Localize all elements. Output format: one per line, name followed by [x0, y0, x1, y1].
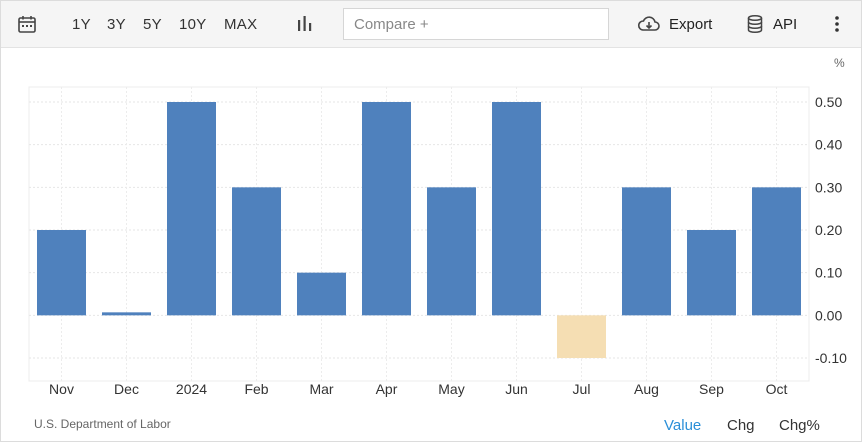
bar-nov[interactable] [37, 230, 86, 316]
y-tick-label: 0.30 [815, 179, 842, 195]
range-1y-button[interactable]: 1Y [72, 16, 91, 33]
x-tick-label: Nov [49, 381, 74, 397]
more-vertical-icon[interactable] [830, 15, 844, 33]
chart-grid [28, 86, 810, 382]
bar-sep[interactable] [687, 230, 736, 316]
calendar-icon[interactable] [17, 14, 37, 34]
tab-chg-percent[interactable]: Chg% [779, 417, 820, 434]
bar-oct[interactable] [752, 187, 801, 316]
y-tick-label: 0.20 [815, 222, 842, 238]
bar-apr[interactable] [362, 102, 411, 316]
y-axis-unit: % [834, 56, 845, 70]
range-max-button[interactable]: MAX [224, 16, 258, 33]
x-tick-label: Sep [699, 381, 724, 397]
api-button[interactable]: API [773, 16, 798, 33]
x-axis: Nov Dec 2024 Feb Mar Apr May Jun Jul Aug Sep Oct [49, 381, 787, 397]
y-tick-label: 0.00 [815, 307, 842, 323]
y-tick-label: -0.10 [815, 350, 847, 366]
x-tick-label: Apr [376, 381, 398, 397]
x-tick-label: Dec [114, 381, 139, 397]
data-source: U.S. Department of Labor [34, 417, 171, 431]
range-5y-button[interactable]: 5Y [143, 16, 162, 33]
plot-area [28, 86, 810, 382]
bar-chart-icon[interactable] [295, 14, 315, 34]
bar-jun[interactable] [492, 102, 541, 316]
tab-chg[interactable]: Chg [727, 417, 755, 434]
x-tick-label: Jun [505, 381, 528, 397]
database-icon[interactable] [745, 14, 765, 34]
bar-chart: 0.50 0.40 0.30 0.20 0.10 0.00 -0.10 Nov Dec 2024… [28, 56, 847, 397]
bar-feb[interactable] [232, 187, 281, 316]
x-tick-label: Aug [634, 381, 659, 397]
bar-2024[interactable] [167, 102, 216, 316]
cloud-download-icon[interactable] [637, 14, 661, 34]
chart-toolbar: 1Y 3Y 5Y 10Y MAX Export API [1, 1, 861, 48]
bar-jul[interactable] [557, 315, 606, 358]
y-tick-label: 0.50 [815, 94, 842, 110]
bar-aug[interactable] [622, 187, 671, 316]
compare-input[interactable] [343, 8, 609, 40]
range-10y-button[interactable]: 10Y [179, 16, 207, 33]
x-tick-label: Oct [766, 381, 788, 397]
bar-dec[interactable] [102, 312, 151, 316]
x-tick-label: Feb [244, 381, 268, 397]
y-tick-label: 0.10 [815, 265, 842, 281]
tab-value[interactable]: Value [664, 417, 702, 434]
range-3y-button[interactable]: 3Y [107, 16, 126, 33]
bar-may[interactable] [427, 187, 476, 316]
export-button[interactable]: Export [669, 16, 713, 33]
x-tick-label: Mar [309, 381, 333, 397]
y-axis: 0.50 0.40 0.30 0.20 0.10 0.00 -0.10 [815, 94, 847, 366]
y-tick-label: 0.40 [815, 137, 842, 153]
x-tick-label: 2024 [176, 381, 207, 397]
chart-bars [37, 102, 801, 358]
bar-mar[interactable] [297, 272, 346, 316]
x-tick-label: May [438, 381, 464, 397]
x-tick-label: Jul [573, 381, 591, 397]
